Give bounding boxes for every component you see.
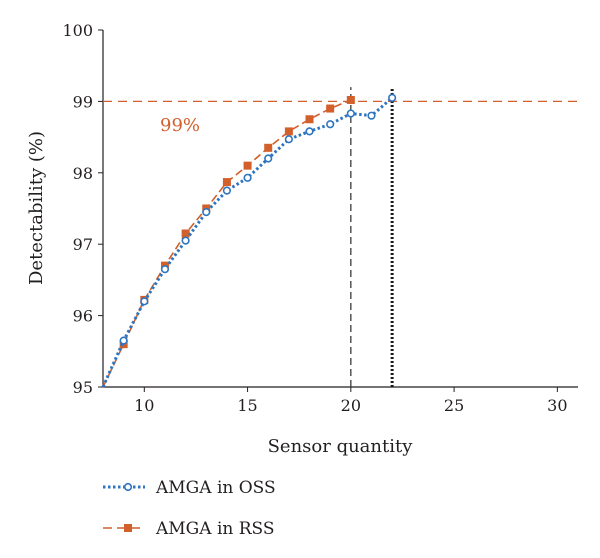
data-point-circle bbox=[326, 120, 335, 129]
data-point-square bbox=[264, 143, 273, 152]
y-tick-label: 95 bbox=[73, 378, 93, 397]
legend-item: AMGA in RSS bbox=[103, 519, 275, 539]
annotations: 99% bbox=[160, 115, 200, 136]
legend-label: AMGA in OSS bbox=[155, 478, 276, 498]
x-tick-label: 15 bbox=[237, 396, 257, 415]
legend-label: AMGA in RSS bbox=[155, 519, 275, 539]
y-tick-label: 98 bbox=[73, 164, 93, 183]
data-point-circle bbox=[181, 236, 190, 245]
y-tick-label: 99 bbox=[73, 92, 93, 111]
x-axis-label: Sensor quantity bbox=[268, 436, 414, 457]
data-point-square bbox=[284, 127, 293, 136]
y-tick-label: 100 bbox=[62, 21, 93, 40]
series-amga-in-rss bbox=[102, 95, 355, 388]
x-tick-label: 25 bbox=[444, 396, 464, 415]
data-point-square bbox=[346, 95, 355, 104]
reference-lines bbox=[103, 87, 578, 387]
data-point-circle bbox=[346, 109, 355, 118]
y-tick-label: 96 bbox=[73, 307, 93, 326]
data-point-circle bbox=[264, 154, 273, 163]
data-point-square bbox=[305, 115, 314, 124]
x-tick-label: 20 bbox=[341, 396, 361, 415]
y-axis-label: Detectability (%) bbox=[26, 131, 47, 285]
data-point-circle bbox=[119, 336, 128, 345]
axis-labels: Sensor quantity Detectability (%) bbox=[26, 131, 413, 457]
data-point-circle bbox=[305, 127, 314, 136]
series-line bbox=[101, 96, 394, 388]
data-point-circle bbox=[388, 93, 397, 102]
y-tick-label: 97 bbox=[73, 235, 93, 254]
data-point-square bbox=[243, 161, 252, 170]
legend: AMGA in OSS AMGA in RSS bbox=[103, 478, 276, 539]
x-tick-label: 30 bbox=[547, 396, 567, 415]
legend-item: AMGA in OSS bbox=[103, 478, 276, 498]
data-point-circle bbox=[140, 297, 149, 306]
data-point-circle bbox=[243, 173, 252, 182]
x-tick-label: 10 bbox=[134, 396, 154, 415]
data-point-square bbox=[222, 178, 231, 187]
data-point-square bbox=[124, 524, 132, 532]
data-point-circle bbox=[160, 265, 170, 274]
data-point-circle bbox=[222, 186, 232, 195]
axes: 10 15 20 25 30 95 96 97 98 99 100 bbox=[62, 21, 578, 415]
series-amga-in-oss bbox=[101, 93, 397, 388]
annotation-99-percent: 99% bbox=[160, 115, 200, 136]
data-point-square bbox=[181, 229, 190, 238]
data-point-square bbox=[326, 104, 335, 113]
series-line bbox=[102, 99, 352, 388]
data-point-circle bbox=[367, 111, 376, 120]
data-point-circle bbox=[202, 207, 211, 217]
series-layer bbox=[101, 93, 397, 388]
data-point-circle bbox=[284, 135, 293, 144]
data-point-circle bbox=[123, 482, 133, 492]
